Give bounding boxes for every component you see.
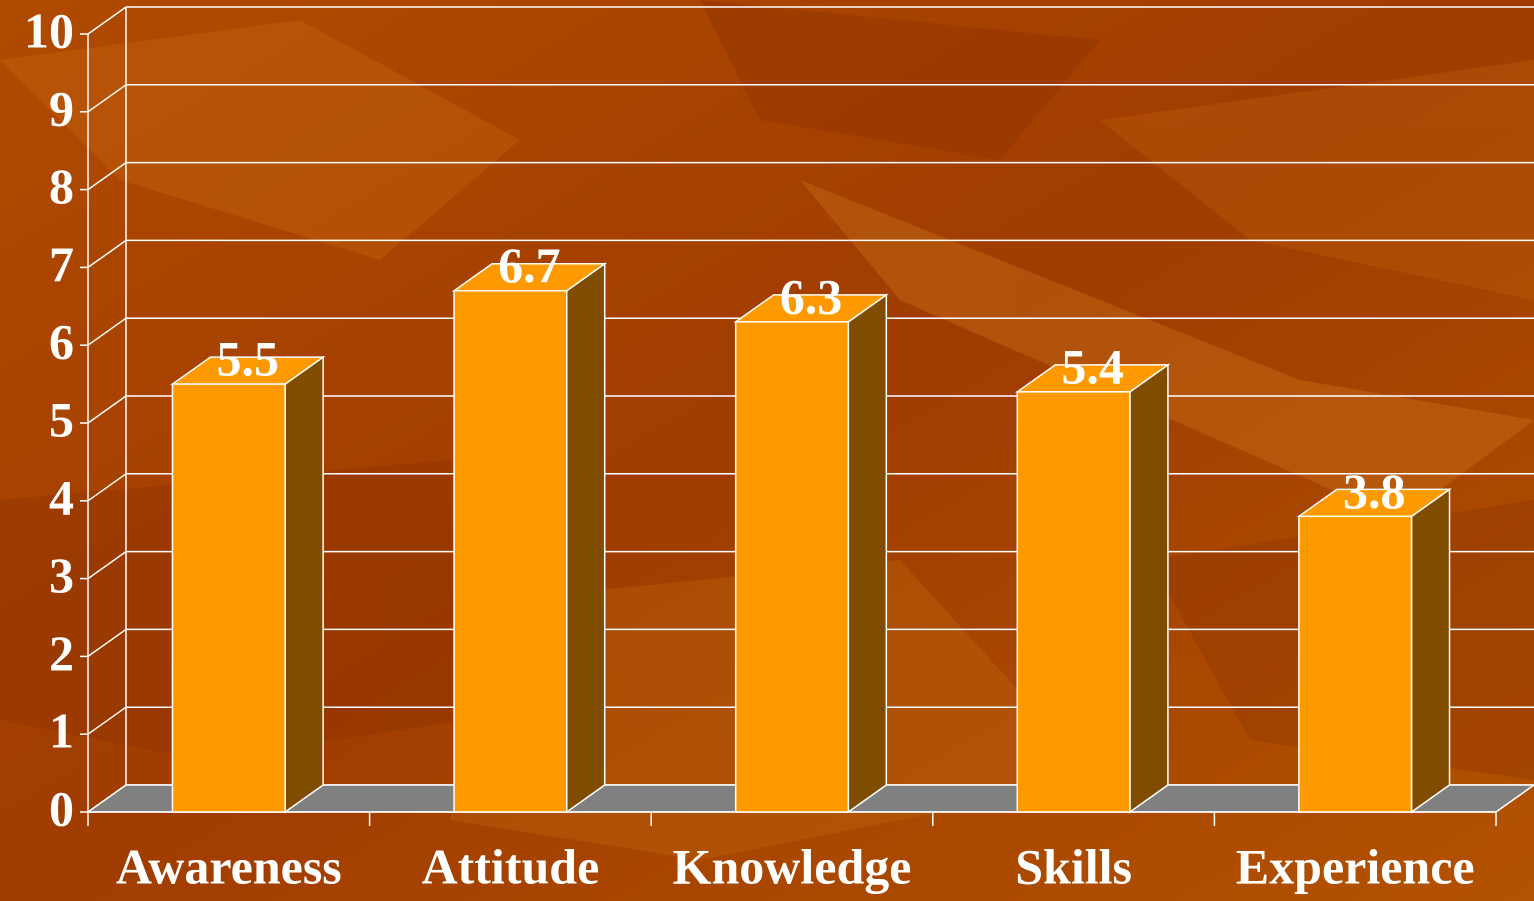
plot-area: 0 1 2 3 4 5 6 7 8 9 10 Awareness 5.5 Attitude 6.7 Knowl… [24,2,1534,894]
bar-side [565,262,606,814]
y-tick-label: 8 [49,158,74,214]
x-tick-label: Skills [1015,838,1132,894]
y-tick-label: 9 [49,80,74,136]
bar-side [847,293,888,814]
y-tick-label: 1 [49,703,74,759]
y-tick-label: 6 [49,314,74,370]
bar-side [1129,363,1169,814]
y-tick-label: 7 [49,236,74,292]
y-tick-depth [87,473,127,502]
y-tick-label: 4 [49,469,74,525]
bar [453,289,568,813]
data-label: 5.5 [217,331,280,387]
y-tick-depth [87,239,127,269]
data-label: 6.3 [780,268,843,324]
y-tick-depth [87,550,127,580]
x-tick-label: Experience [1236,838,1475,894]
x-tick-label: Knowledge [673,838,912,894]
x-tick-label: Awareness [116,838,342,894]
y-tick-label: 2 [49,625,74,681]
y-tick-depth [87,706,127,735]
y-tick-depth [87,317,127,346]
x-tick-label: Attitude [422,838,600,894]
y-tick-depth [87,395,127,424]
data-label: 6.7 [498,237,561,293]
bar [734,321,850,813]
bar-side [1410,487,1451,814]
data-label: 3.8 [1343,463,1406,519]
y-tick-label: 10 [24,2,74,58]
data-label: 5.4 [1061,338,1124,394]
y-tick-depth [87,628,127,658]
bar [171,383,286,813]
bar-side [284,355,324,814]
bar [1298,515,1413,813]
y-tick-depth [87,84,127,113]
y-tick-label: 3 [49,547,74,603]
y-tick-label: 0 [49,780,74,836]
y-tick-depth [87,6,127,35]
bar [1016,391,1131,813]
y-tick-label: 5 [49,391,74,447]
y-tick-depth [87,161,127,191]
